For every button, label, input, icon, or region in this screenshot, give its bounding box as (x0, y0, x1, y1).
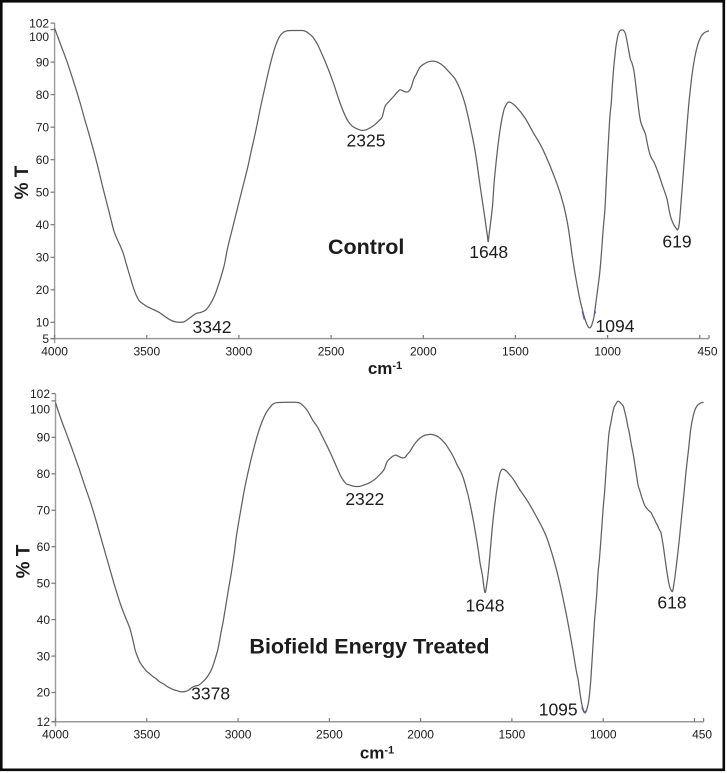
svg-text:3000: 3000 (225, 728, 252, 742)
svg-text:12: 12 (37, 715, 51, 729)
svg-text:1648: 1648 (469, 242, 508, 262)
svg-text:1095: 1095 (539, 700, 578, 720)
svg-text:60: 60 (36, 153, 50, 167)
svg-text:40: 40 (37, 613, 51, 627)
svg-text:60: 60 (37, 540, 51, 554)
svg-text:90: 90 (37, 431, 51, 445)
svg-text:100: 100 (30, 403, 50, 417)
svg-text:% T: % T (14, 544, 35, 578)
svg-text:450: 450 (692, 728, 712, 742)
svg-text:1648: 1648 (466, 596, 505, 616)
svg-text:80: 80 (36, 88, 50, 102)
svg-text:1500: 1500 (502, 345, 529, 359)
svg-text:618: 618 (657, 593, 686, 613)
svg-text:3378: 3378 (191, 683, 230, 703)
svg-text:50: 50 (36, 185, 50, 199)
svg-text:80: 80 (37, 467, 51, 481)
svg-text:1500: 1500 (499, 728, 526, 742)
svg-text:50: 50 (37, 576, 51, 590)
svg-text:30: 30 (36, 251, 50, 265)
svg-text:2000: 2000 (407, 728, 434, 742)
svg-text:Biofield Energy Treated: Biofield Energy Treated (249, 635, 489, 659)
svg-text:102: 102 (29, 16, 49, 30)
svg-text:3000: 3000 (226, 345, 253, 359)
svg-text:3500: 3500 (133, 345, 160, 359)
svg-text:1094: 1094 (596, 316, 635, 336)
svg-text:20: 20 (36, 283, 50, 297)
svg-text:Control: Control (328, 235, 404, 259)
svg-text:3342: 3342 (193, 317, 232, 337)
svg-text:4000: 4000 (42, 728, 69, 742)
svg-text:70: 70 (36, 120, 50, 134)
svg-text:2000: 2000 (410, 345, 437, 359)
svg-text:3500: 3500 (133, 728, 160, 742)
svg-text:2500: 2500 (318, 345, 345, 359)
svg-text:% T: % T (12, 165, 33, 199)
svg-text:20: 20 (37, 686, 51, 700)
svg-text:70: 70 (37, 503, 51, 517)
svg-text:450: 450 (697, 345, 717, 359)
svg-text:2322: 2322 (345, 489, 384, 509)
svg-text:619: 619 (662, 232, 691, 252)
svg-text:2500: 2500 (316, 728, 343, 742)
svg-text:4000: 4000 (41, 345, 68, 359)
svg-text:2325: 2325 (347, 131, 386, 151)
svg-text:5: 5 (42, 332, 49, 346)
svg-text:30: 30 (37, 649, 51, 663)
svg-text:100: 100 (29, 30, 49, 44)
svg-text:1000: 1000 (590, 728, 617, 742)
svg-text:102: 102 (30, 387, 50, 401)
svg-text:10: 10 (36, 316, 50, 330)
svg-text:1000: 1000 (594, 345, 621, 359)
svg-text:40: 40 (36, 218, 50, 232)
svg-text:90: 90 (36, 55, 50, 69)
